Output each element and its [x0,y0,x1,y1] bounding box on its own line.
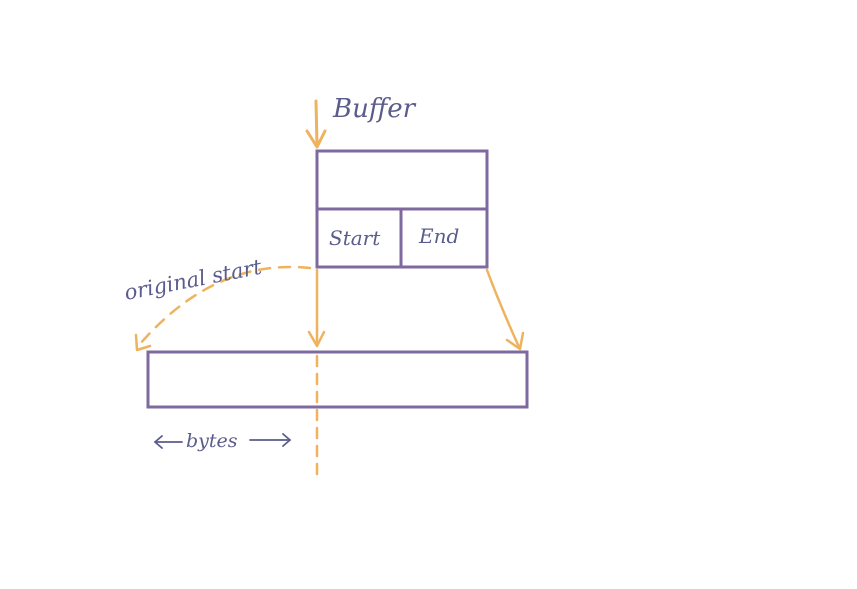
buffer-struct [315,149,489,269]
field-start-label: Start [329,226,381,250]
bytes-range-arrows [154,433,291,449]
end-pointer-arrow [485,268,525,351]
start-pointer-arrow [307,268,326,476]
buffer-pointer-arrow [305,99,327,149]
original-start-arrow [134,265,312,352]
diagram-title: Buffer [332,94,417,124]
bytes-buffer-box [146,350,529,409]
bytes-label: bytes [186,430,238,452]
field-end-label: End [418,224,459,248]
